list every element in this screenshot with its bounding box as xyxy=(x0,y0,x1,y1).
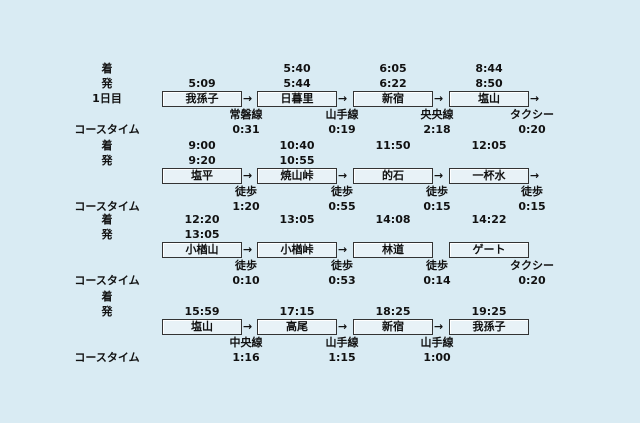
depart-time: 6:22 xyxy=(379,77,407,91)
arrive-time: 8:44 xyxy=(475,62,503,75)
course-time: 0:20 xyxy=(518,122,546,136)
station-box: ゲート xyxy=(449,242,529,259)
arrow-icon: → xyxy=(434,320,444,334)
depart-time: 17:15 xyxy=(279,305,315,319)
transport-mode: 徒歩 xyxy=(521,184,543,198)
course-time: 1:15 xyxy=(328,350,356,364)
depart-time: 13:05 xyxy=(184,228,220,242)
station-box: 新宿 xyxy=(353,91,433,108)
arrive-time: 14:22 xyxy=(471,213,507,226)
depart-time: 10:55 xyxy=(279,154,315,168)
arrow-icon: → xyxy=(338,243,348,257)
station-box: 我孫子 xyxy=(449,319,529,336)
course-time: 1:00 xyxy=(423,350,451,364)
transport-mode: 徒歩 xyxy=(426,258,448,272)
station-box: 林道 xyxy=(353,242,433,259)
course-time: 0:55 xyxy=(328,199,356,213)
course-time: 2:18 xyxy=(423,122,451,136)
arrow-icon: → xyxy=(243,92,253,106)
depart-label: 発 xyxy=(101,305,113,319)
station-box: 我孫子 xyxy=(162,91,242,108)
transport-mode: 徒歩 xyxy=(235,258,257,272)
transport-mode: 徒歩 xyxy=(235,184,257,198)
arrive-time: 12:05 xyxy=(471,139,507,152)
arrive-label: 着 xyxy=(101,290,113,303)
arrow-icon: → xyxy=(434,169,444,183)
course-time: 0:53 xyxy=(328,273,356,287)
course-time: 0:10 xyxy=(232,273,260,287)
course-time: 0:15 xyxy=(423,199,451,213)
transport-mode: タクシー xyxy=(510,258,554,272)
arrive-time: 12:20 xyxy=(184,213,220,226)
station-box: 日暮里 xyxy=(257,91,337,108)
station-box: 塩山 xyxy=(449,91,529,108)
transport-mode: タクシー xyxy=(510,107,554,121)
arrive-label: 着 xyxy=(101,139,113,152)
depart-label: 発 xyxy=(101,228,113,242)
depart-time: 18:25 xyxy=(375,305,411,319)
transport-mode: 山手線 xyxy=(420,335,454,349)
arrive-time: 9:00 xyxy=(188,139,216,152)
transport-mode: 徒歩 xyxy=(331,258,353,272)
station-box: 小楢山 xyxy=(162,242,242,259)
transport-mode: 中央線 xyxy=(229,335,263,349)
station-box: 小楢峠 xyxy=(257,242,337,259)
transport-mode: 常磐線 xyxy=(229,107,263,121)
depart-time: 5:44 xyxy=(283,77,311,91)
arrive-time: 14:08 xyxy=(375,213,411,226)
arrive-time: 6:05 xyxy=(379,62,407,75)
depart-time: 9:20 xyxy=(188,154,216,168)
arrow-icon: → xyxy=(434,92,444,106)
arrow-icon: → xyxy=(338,320,348,334)
arrive-label: 着 xyxy=(101,213,113,226)
transport-mode: 徒歩 xyxy=(331,184,353,198)
depart-time: 5:09 xyxy=(188,77,216,91)
arrive-label: 着 xyxy=(101,62,113,75)
course-time-label: コースタイム xyxy=(74,199,140,213)
course-time: 1:16 xyxy=(232,350,260,364)
depart-time: 8:50 xyxy=(475,77,503,91)
course-time: 0:31 xyxy=(232,122,260,136)
course-time: 0:20 xyxy=(518,273,546,287)
depart-label: 発 xyxy=(101,154,113,168)
arrow-icon: → xyxy=(338,92,348,106)
station-box: 新宿 xyxy=(353,319,433,336)
arrive-time: 11:50 xyxy=(375,139,411,152)
arrow-icon: → xyxy=(243,320,253,334)
course-time: 1:20 xyxy=(232,199,260,213)
arrive-time: 13:05 xyxy=(279,213,315,226)
station-box: 焼山峠 xyxy=(257,168,337,185)
station-box: 的石 xyxy=(353,168,433,185)
arrive-time: 10:40 xyxy=(279,139,315,152)
transport-mode: 徒歩 xyxy=(426,184,448,198)
arrow-icon: → xyxy=(243,169,253,183)
depart-label: 発 xyxy=(101,77,113,91)
arrow-icon: → xyxy=(243,243,253,257)
arrive-time: 5:40 xyxy=(283,62,311,75)
course-time: 0:19 xyxy=(328,122,356,136)
course-time-label: コースタイム xyxy=(74,122,140,136)
station-box: 塩平 xyxy=(162,168,242,185)
course-time-label: コースタイム xyxy=(74,273,140,287)
station-box: 塩山 xyxy=(162,319,242,336)
station-box: 一杯水 xyxy=(449,168,529,185)
day-label: 1日目 xyxy=(92,92,122,106)
station-box: 高尾 xyxy=(257,319,337,336)
arrow-icon: → xyxy=(530,92,540,106)
arrow-icon: → xyxy=(530,169,540,183)
depart-time: 19:25 xyxy=(471,305,507,319)
transport-mode: 央央線 xyxy=(420,107,454,121)
transport-mode: 山手線 xyxy=(325,335,359,349)
course-time-label: コースタイム xyxy=(74,350,140,364)
course-time: 0:14 xyxy=(423,273,451,287)
course-time: 0:15 xyxy=(518,199,546,213)
depart-time: 15:59 xyxy=(184,305,220,319)
arrow-icon: → xyxy=(338,169,348,183)
transport-mode: 山手線 xyxy=(325,107,359,121)
